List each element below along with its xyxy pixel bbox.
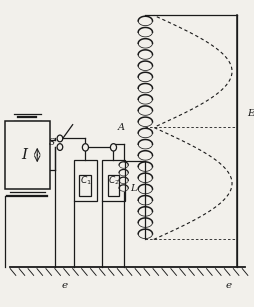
Text: e: e bbox=[62, 281, 68, 290]
Text: $C_1$: $C_1$ bbox=[79, 174, 91, 187]
Bar bbox=[5, 121, 50, 189]
Bar bbox=[107, 175, 119, 196]
Circle shape bbox=[110, 144, 116, 151]
Text: I: I bbox=[21, 148, 27, 162]
Bar bbox=[79, 175, 91, 196]
Text: e: e bbox=[224, 281, 230, 290]
Text: S: S bbox=[49, 138, 55, 147]
Circle shape bbox=[57, 144, 62, 150]
Circle shape bbox=[82, 144, 88, 151]
Text: $C_2$: $C_2$ bbox=[107, 174, 119, 187]
Text: A: A bbox=[118, 123, 124, 132]
Bar bbox=[74, 160, 97, 201]
Bar bbox=[102, 160, 124, 201]
Circle shape bbox=[57, 135, 62, 142]
Text: L: L bbox=[130, 184, 136, 193]
Text: E: E bbox=[246, 109, 253, 118]
